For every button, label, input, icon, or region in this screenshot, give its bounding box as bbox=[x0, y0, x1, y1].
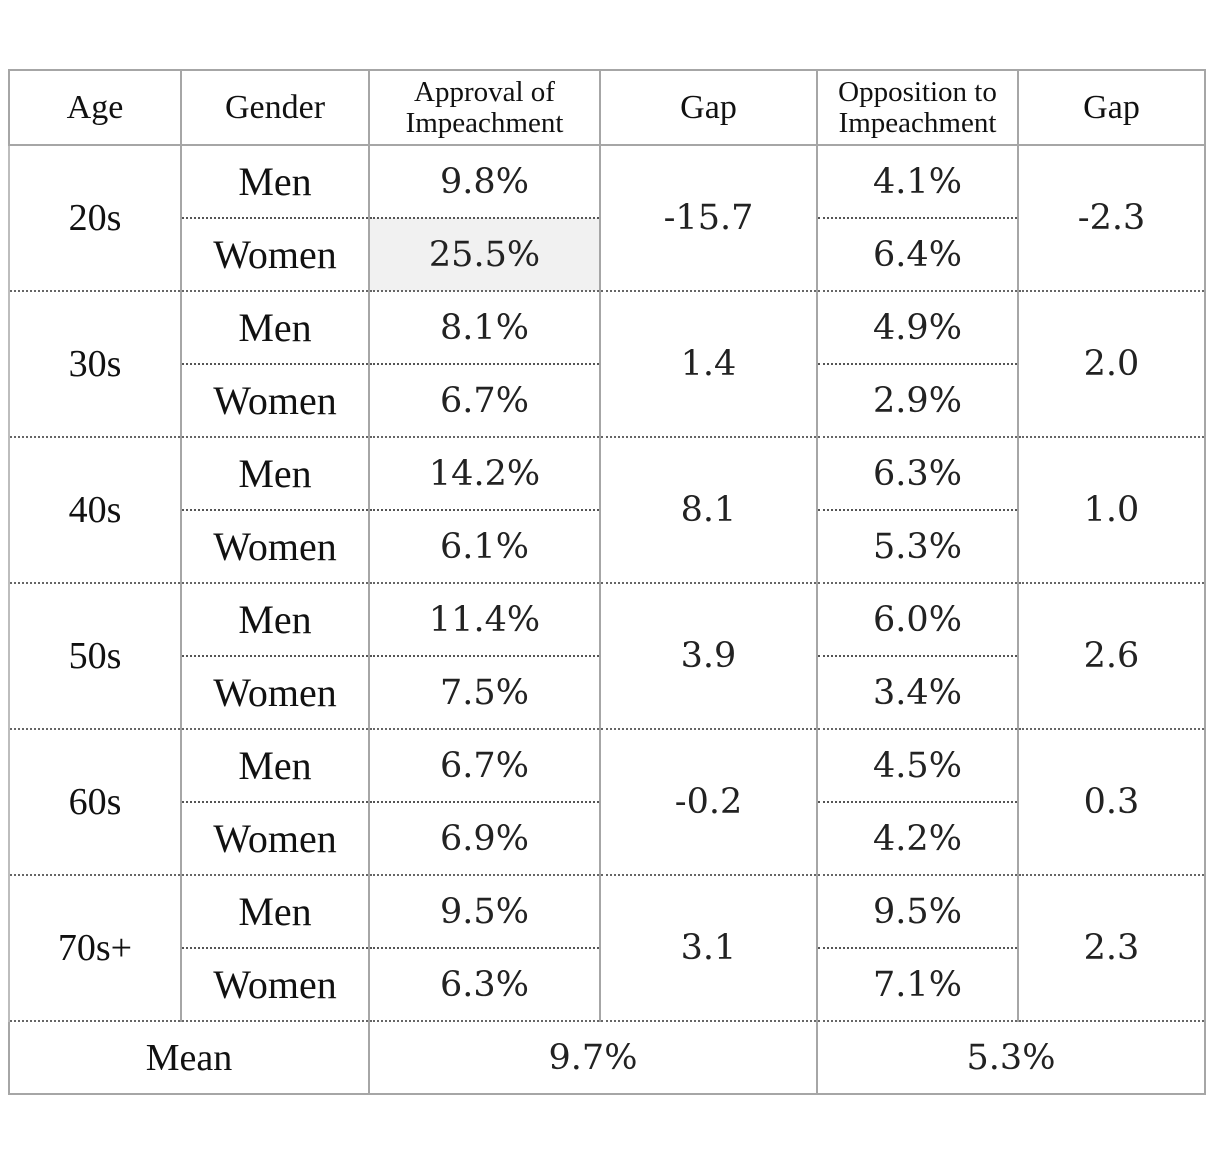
approval-gap-cell: -0.2 bbox=[599, 729, 818, 876]
mean-opposition: 5.3% bbox=[816, 1020, 1206, 1095]
opposition-cell: 5.3% bbox=[816, 510, 1019, 584]
approval-cell: 25.5% bbox=[368, 218, 601, 292]
header-gap-approval: Gap bbox=[599, 69, 818, 146]
gender-cell: Women bbox=[180, 948, 370, 1022]
gender-cell: Men bbox=[180, 291, 370, 365]
opposition-gap-cell: 2.3 bbox=[1017, 875, 1206, 1022]
approval-cell: 6.7% bbox=[368, 729, 601, 803]
header-opposition: Opposition to Impeachment bbox=[816, 69, 1019, 146]
gender-cell: Women bbox=[180, 218, 370, 292]
approval-cell: 6.1% bbox=[368, 510, 601, 584]
impeachment-table-container: Age Gender Approval of Impeachment Gap O… bbox=[8, 69, 1206, 1095]
approval-cell: 6.7% bbox=[368, 364, 601, 438]
approval-gap-cell: 3.9 bbox=[599, 583, 818, 730]
table-row: 60s Men 6.7% -0.2 4.5% 0.3 bbox=[8, 729, 1206, 876]
table-row: 20s Men 9.8% -15.7 4.1% -2.3 bbox=[8, 145, 1206, 292]
opposition-gap-cell: 2.6 bbox=[1017, 583, 1206, 730]
gender-cell: Men bbox=[180, 583, 370, 657]
header-gap-opposition: Gap bbox=[1017, 69, 1206, 146]
gender-cell: Women bbox=[180, 510, 370, 584]
gender-cell: Men bbox=[180, 437, 370, 511]
approval-gap-cell: 3.1 bbox=[599, 875, 818, 1022]
table-row: Women 7.5% 3.4% bbox=[9, 656, 1205, 730]
age-group-cell: 20s bbox=[8, 145, 182, 292]
table-row: 70s+ Men 9.5% 3.1 9.5% 2.3 bbox=[8, 875, 1206, 1022]
table-row: 40s Men 14.2% 8.1 6.3% 1.0 bbox=[8, 437, 1206, 584]
opposition-cell: 4.9% bbox=[816, 291, 1019, 365]
opposition-cell: 6.0% bbox=[816, 583, 1019, 657]
opposition-cell: 4.5% bbox=[816, 729, 1019, 803]
table-row: Women 6.7% 2.9% bbox=[9, 364, 1205, 438]
approval-cell: 9.5% bbox=[368, 875, 601, 949]
opposition-cell: 2.9% bbox=[816, 364, 1019, 438]
opposition-cell: 3.4% bbox=[816, 656, 1019, 730]
opposition-gap-cell: 2.0 bbox=[1017, 291, 1206, 438]
header-age: Age bbox=[8, 69, 182, 146]
mean-approval: 9.7% bbox=[368, 1020, 818, 1095]
mean-label: Mean bbox=[8, 1020, 370, 1095]
opposition-cell: 6.4% bbox=[816, 218, 1019, 292]
header-row: Age Gender Approval of Impeachment Gap O… bbox=[8, 69, 1206, 146]
approval-cell: 14.2% bbox=[368, 437, 601, 511]
opposition-cell: 4.1% bbox=[816, 145, 1019, 219]
gender-cell: Men bbox=[180, 729, 370, 803]
age-group-cell: 50s bbox=[8, 583, 182, 730]
opposition-cell: 9.5% bbox=[816, 875, 1019, 949]
approval-gap-cell: 1.4 bbox=[599, 291, 818, 438]
approval-cell: 9.8% bbox=[368, 145, 601, 219]
opposition-gap-cell: -2.3 bbox=[1017, 145, 1206, 292]
opposition-gap-cell: 0.3 bbox=[1017, 729, 1206, 876]
gender-cell: Men bbox=[180, 875, 370, 949]
approval-cell: 7.5% bbox=[368, 656, 601, 730]
approval-cell: 6.9% bbox=[368, 802, 601, 876]
approval-gap-cell: 8.1 bbox=[599, 437, 818, 584]
age-group-cell: 70s+ bbox=[8, 875, 182, 1022]
impeachment-by-age-gender-table: Age Gender Approval of Impeachment Gap O… bbox=[8, 69, 1206, 1095]
opposition-cell: 4.2% bbox=[816, 802, 1019, 876]
age-group-cell: 60s bbox=[8, 729, 182, 876]
header-approval: Approval of Impeachment bbox=[368, 69, 601, 146]
approval-gap-cell: -15.7 bbox=[599, 145, 818, 292]
age-group-cell: 40s bbox=[8, 437, 182, 584]
table-row: Women 6.1% 5.3% bbox=[9, 510, 1205, 584]
table-row: 30s Men 8.1% 1.4 4.9% 2.0 bbox=[8, 291, 1206, 438]
opposition-cell: 6.3% bbox=[816, 437, 1019, 511]
gender-cell: Women bbox=[180, 802, 370, 876]
opposition-cell: 7.1% bbox=[816, 948, 1019, 1022]
gender-cell: Women bbox=[180, 656, 370, 730]
approval-cell: 11.4% bbox=[368, 583, 601, 657]
table-body: 20s Men 9.8% -15.7 4.1% -2.3 Women 25.5% 6.4% 30s… bbox=[8, 145, 1206, 1095]
gender-cell: Women bbox=[180, 364, 370, 438]
mean-row: Mean 9.7% 5.3% bbox=[8, 1020, 1206, 1095]
age-group-cell: 30s bbox=[8, 291, 182, 438]
gender-cell: Men bbox=[180, 145, 370, 219]
header-gender: Gender bbox=[180, 69, 370, 146]
approval-cell: 6.3% bbox=[368, 948, 601, 1022]
table-row: 50s Men 11.4% 3.9 6.0% 2.6 bbox=[8, 583, 1206, 730]
table-row: Women 25.5% 6.4% bbox=[9, 218, 1205, 292]
table-row: Women 6.9% 4.2% bbox=[9, 802, 1205, 876]
approval-cell: 8.1% bbox=[368, 291, 601, 365]
table-row: Women 6.3% 7.1% bbox=[9, 948, 1205, 1022]
opposition-gap-cell: 1.0 bbox=[1017, 437, 1206, 584]
